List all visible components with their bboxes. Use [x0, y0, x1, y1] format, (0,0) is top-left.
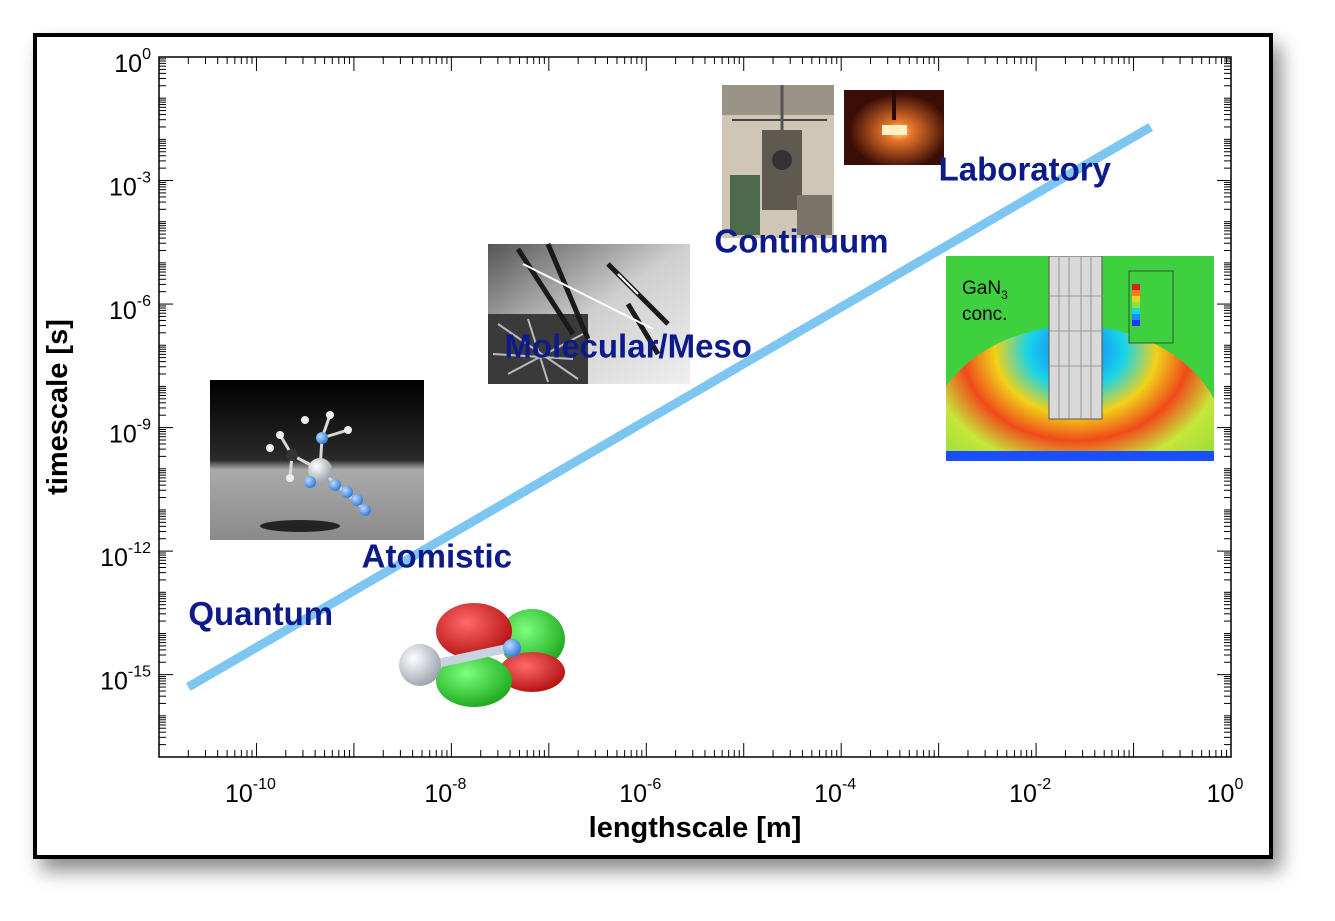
y-tick-label: 10-3: [109, 170, 151, 202]
y-tick-label: 10-9: [109, 417, 151, 449]
scale-label: Quantum: [188, 595, 333, 632]
x-tick-label: 10-4: [814, 776, 856, 808]
scale-label: Atomistic: [362, 538, 512, 575]
x-tick-label: 10-10: [225, 776, 276, 808]
x-tick-label: 10-8: [424, 776, 466, 808]
x-tick-label: 100: [1207, 776, 1244, 808]
scale-label: Laboratory: [939, 151, 1112, 188]
contour-map-icon: GaN3 conc.: [946, 256, 1214, 461]
x-axis-label: lengthscale [m]: [589, 812, 802, 844]
x-tick-label: 10-6: [619, 776, 661, 808]
inset-conc-label: conc.: [962, 304, 1007, 325]
plot-area: [158, 56, 1232, 758]
reactor-icon: [844, 90, 944, 165]
orbital-icon: [399, 603, 565, 707]
y-tick-label: 10-15: [100, 664, 151, 696]
axis-ticks: [158, 57, 1231, 758]
scale-label: Molecular/Meso: [504, 328, 752, 365]
y-tick-label: 10-12: [100, 540, 151, 572]
x-tick-label: 10-2: [1009, 776, 1051, 808]
y-axis-label: timescale [s]: [42, 319, 74, 495]
trend-line: [186, 123, 1153, 691]
scale-label: Continuum: [714, 222, 888, 259]
micrograph-icon: [488, 243, 690, 384]
inset-species-label: GaN3: [962, 278, 1008, 302]
figure-frame: 10-10 10-8 10-6 10-4 10-2 100 100 10-3 10-6 10-9…: [33, 33, 1273, 859]
scale-chart: 10-10 10-8 10-6 10-4 10-2 100 100 10-3 10-6 10-9…: [42, 46, 1243, 844]
y-tick-labels: 100 10-3 10-6 10-9 10-12 10-15: [100, 46, 151, 696]
y-tick-label: 10-6: [109, 293, 151, 325]
molecule-icon: [210, 380, 424, 540]
y-tick-label: 100: [114, 46, 151, 78]
x-tick-labels: 10-10 10-8 10-6 10-4 10-2 100: [225, 776, 1243, 808]
lab-photo-icon: [722, 85, 834, 238]
scale-labels: Quantum Atomistic Molecular/Meso Continuum L…: [188, 151, 1111, 633]
